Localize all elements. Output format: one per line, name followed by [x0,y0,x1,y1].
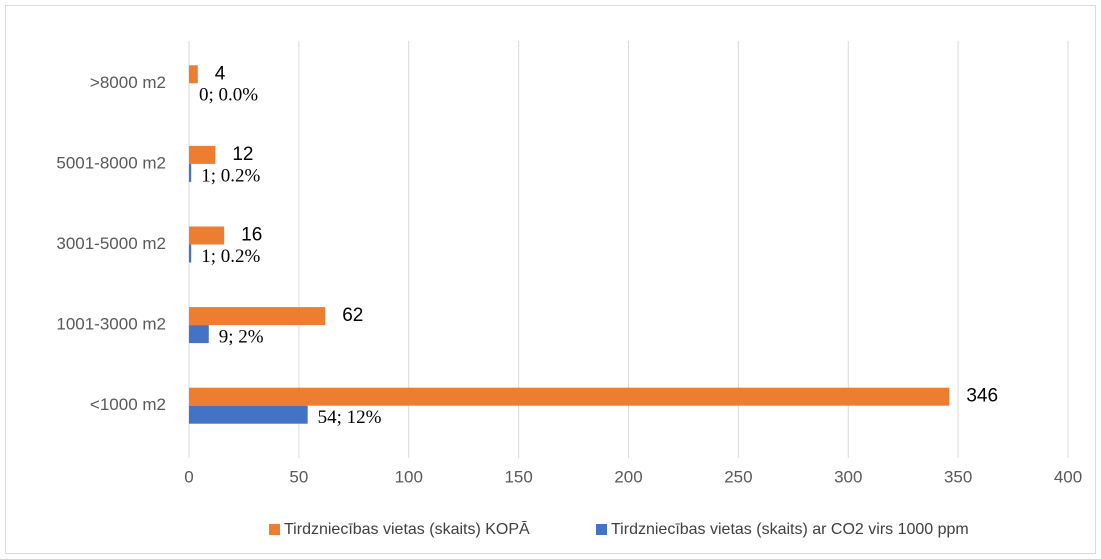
x-tick-label: 0 [184,467,193,486]
bar [189,244,192,263]
legend-swatch [596,524,607,535]
data-label: 4 [215,63,226,84]
legend-label: Tirdzniecības vietas (skaits) ar CO2 vir… [611,521,969,538]
data-label: 16 [241,225,262,246]
data-label: 0; 0.0% [199,85,258,106]
x-tick-label: 400 [1054,467,1082,486]
bar [189,325,209,344]
x-tick-label: 100 [395,467,423,486]
x-tick-label: 150 [504,467,532,486]
bar [189,405,308,424]
y-tick-label: >8000 m2 [90,73,166,92]
bar [189,65,198,84]
y-tick-label: 3001-5000 m2 [56,234,166,253]
x-tick-label: 50 [289,467,308,486]
bar [189,163,192,182]
bar [189,145,216,164]
data-label: 1; 0.2% [201,246,260,267]
x-tick-label: 350 [944,467,972,486]
data-label: 346 [966,386,998,407]
bar [189,387,950,406]
data-label: 1; 0.2% [201,165,260,186]
x-tick-label: 250 [724,467,752,486]
y-tick-label: <1000 m2 [90,395,166,414]
y-tick-label: 1001-3000 m2 [56,315,166,334]
data-label: 54; 12% [318,407,382,428]
bar [189,226,225,245]
x-tick-label: 300 [834,467,862,486]
x-tick-label: 200 [614,467,642,486]
legend-swatch [269,524,280,535]
data-label: 9; 2% [219,326,264,347]
data-label: 12 [232,144,253,165]
bar [189,307,326,326]
data-label: 62 [342,305,363,326]
chart-border [5,5,1096,554]
legend-label: Tirdzniecības vietas (skaits) KOPĀ [284,520,530,538]
y-tick-label: 5001-8000 m2 [56,153,166,172]
